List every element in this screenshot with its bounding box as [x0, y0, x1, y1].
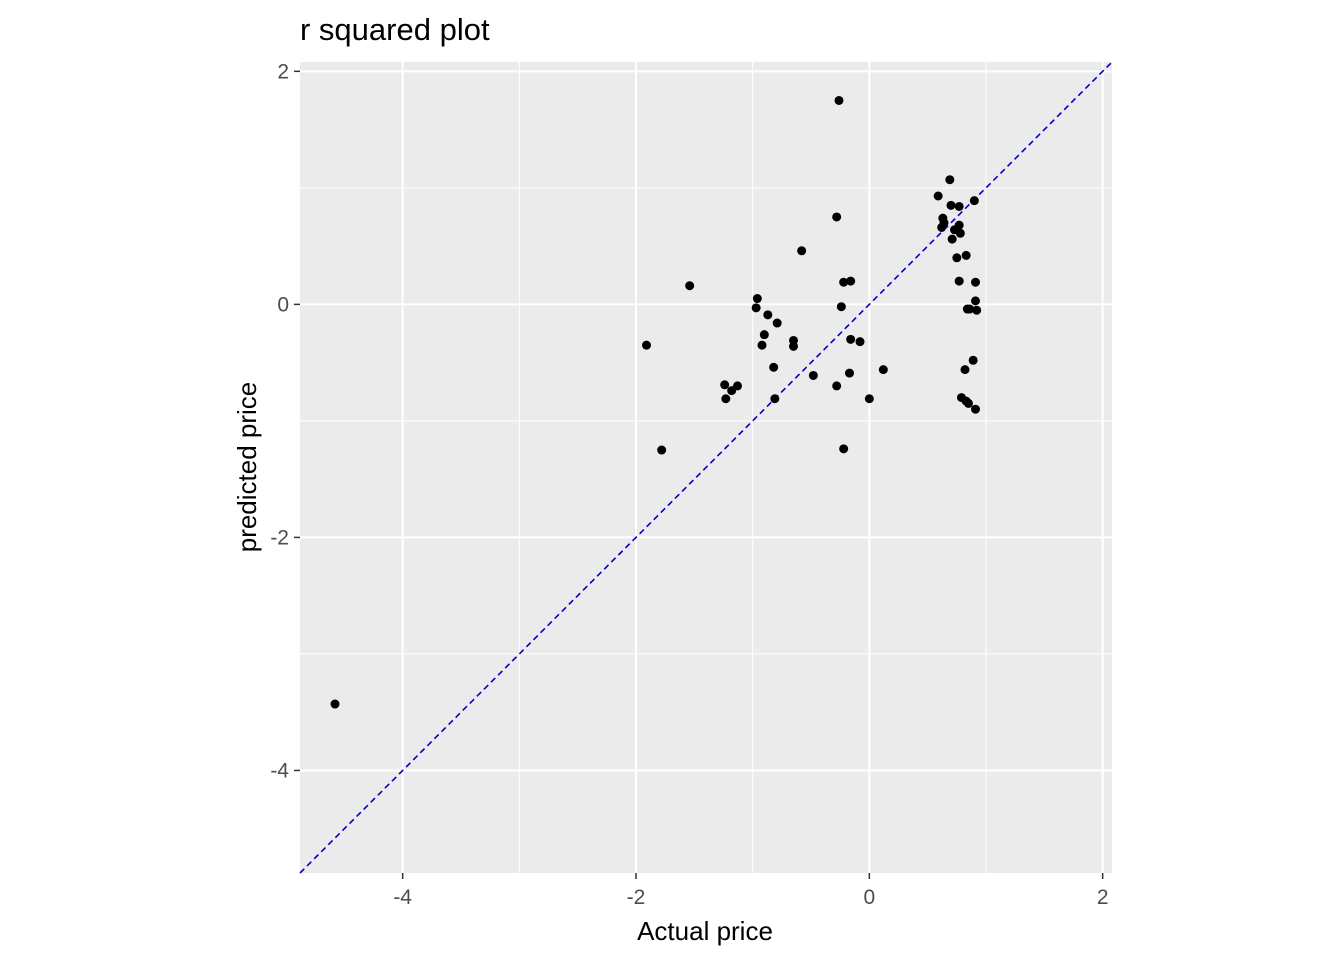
data-point: [972, 305, 982, 315]
data-point: [971, 404, 980, 414]
data-point: [878, 365, 888, 375]
major-gridlines: [300, 62, 1112, 873]
data-point: [955, 228, 965, 238]
data-point: [770, 394, 780, 404]
data-point: [733, 381, 742, 391]
data-point: [772, 318, 782, 328]
data-point: [939, 218, 949, 228]
data-point: [330, 699, 340, 709]
data-point: [751, 303, 761, 313]
data-point: [952, 253, 962, 263]
x-tick-label: -4: [393, 886, 412, 909]
data-point: [971, 277, 980, 287]
data-point: [832, 212, 842, 222]
data-point: [933, 191, 943, 201]
x-tick-label: -2: [627, 886, 646, 909]
data-point: [808, 370, 818, 380]
data-point: [971, 296, 980, 306]
data-point: [968, 355, 978, 365]
y-tick-label: -4: [270, 759, 289, 782]
data-point: [759, 330, 769, 340]
data-point: [954, 201, 964, 211]
x-tick-label: 0: [863, 886, 875, 909]
data-point: [965, 304, 975, 314]
data-point: [954, 276, 964, 286]
x-axis-title: Actual price: [637, 916, 773, 946]
data-point: [845, 368, 854, 378]
data-point: [855, 337, 865, 347]
x-axis: -4 -2 0 2: [393, 873, 1109, 909]
data-point: [834, 95, 844, 105]
data-point: [685, 281, 695, 291]
data-point: [839, 444, 849, 454]
minor-gridlines: [300, 62, 1112, 873]
data-point: [642, 340, 651, 350]
y-axis: -4 -2 0 2: [270, 60, 300, 782]
data-point: [846, 276, 856, 286]
data-point: [657, 445, 667, 455]
data-point: [960, 365, 970, 375]
data-point: [964, 398, 973, 408]
reference-line: [299, 61, 1113, 874]
data-point: [836, 302, 846, 312]
y-tick-label: 2: [277, 60, 289, 83]
data-point: [763, 310, 773, 320]
reference-line-group: [299, 61, 1113, 874]
x-tick-label: 2: [1097, 886, 1109, 909]
data-point: [954, 220, 964, 230]
chart-title: r squared plot: [300, 12, 490, 47]
data-point: [846, 334, 856, 344]
data-point: [797, 246, 807, 256]
data-point: [969, 196, 979, 206]
data-point: [839, 277, 849, 287]
data-point: [769, 362, 779, 372]
data-point: [789, 341, 798, 351]
y-tick-label: -2: [270, 526, 289, 549]
data-point: [720, 380, 730, 390]
y-axis-title: predicted price: [232, 382, 262, 553]
data-point: [721, 394, 731, 404]
data-point: [947, 234, 957, 244]
data-point: [832, 381, 842, 391]
data-points: [330, 95, 982, 709]
y-tick-label: 0: [277, 293, 289, 316]
data-point: [946, 200, 956, 210]
data-point: [864, 394, 874, 404]
data-point: [752, 294, 762, 304]
data-point: [961, 250, 971, 260]
data-point: [757, 340, 767, 350]
data-point: [945, 175, 955, 185]
